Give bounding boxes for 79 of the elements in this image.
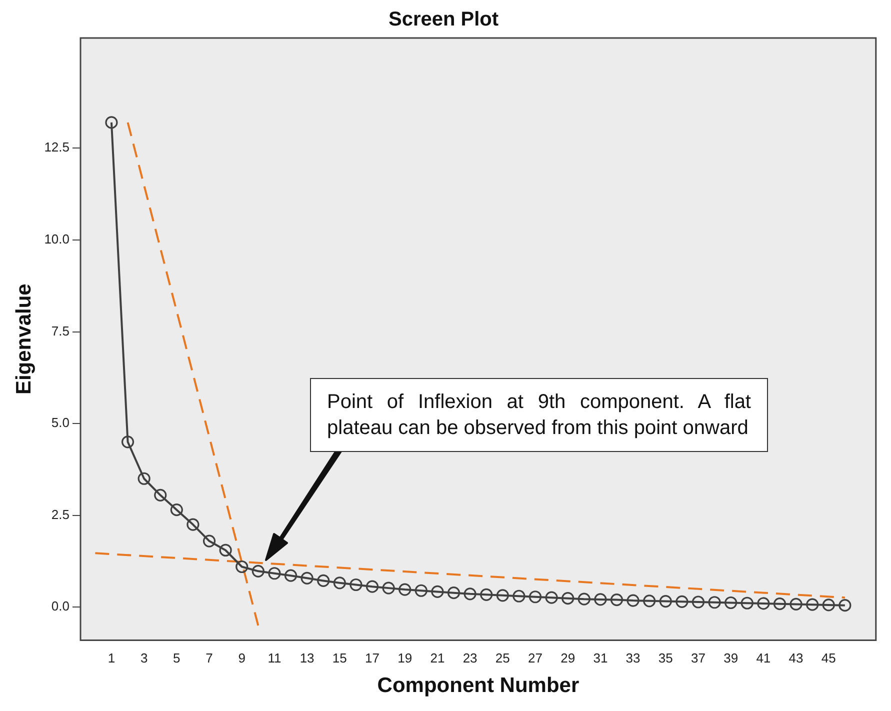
point [170, 504, 183, 516]
point [121, 436, 134, 448]
y-tick-label: 0.0 [51, 598, 70, 614]
point [659, 594, 672, 608]
y-tick-label: 2.5 [51, 506, 70, 522]
point [431, 585, 444, 598]
x-tick-label: 5 [173, 650, 180, 666]
point [822, 598, 835, 612]
x-tick-label: 19 [398, 650, 412, 666]
x-tick-label: 25 [495, 650, 510, 666]
point [317, 574, 330, 588]
point [105, 116, 118, 129]
y-axis-title: Eigenvalue [12, 284, 36, 395]
point [186, 518, 200, 531]
y-tick-label: 10.0 [44, 232, 70, 247]
x-tick-label: 27 [528, 650, 542, 666]
x-tick-label: 45 [821, 650, 836, 666]
point [202, 534, 216, 548]
x-tick-label: 15 [332, 650, 347, 666]
x-tick-label: 13 [300, 650, 314, 666]
point [350, 578, 362, 592]
x-tick-label: 7 [206, 650, 213, 666]
point [724, 596, 738, 610]
point [528, 590, 542, 604]
point [790, 598, 802, 611]
x-tick-label: 43 [788, 650, 804, 666]
point [757, 597, 770, 610]
point [512, 590, 526, 602]
x-tick-label: 35 [658, 650, 673, 666]
point [643, 594, 656, 608]
point [447, 586, 460, 600]
x-tick-label: 33 [626, 650, 640, 666]
point [545, 591, 558, 604]
point [268, 567, 281, 580]
point [154, 488, 167, 502]
x-tick-label: 31 [593, 650, 608, 666]
point [366, 580, 379, 593]
x-tick-label: 37 [691, 650, 706, 666]
point [300, 572, 314, 584]
x-tick-label: 29 [560, 650, 576, 666]
point [236, 560, 248, 574]
point [692, 596, 705, 608]
y-tick-label: 5.0 [51, 415, 70, 430]
point [333, 576, 346, 590]
point [496, 589, 509, 602]
x-tick-label: 1 [108, 650, 116, 666]
point [773, 598, 786, 610]
point [708, 596, 721, 609]
point [480, 588, 493, 601]
x-axis-title: Component Number [377, 674, 580, 698]
point [398, 583, 412, 596]
point [252, 564, 264, 578]
point [610, 594, 624, 606]
x-tick-label: 3 [140, 650, 148, 666]
point [414, 584, 428, 597]
point [578, 592, 590, 606]
x-tick-label: 41 [756, 650, 771, 666]
point [806, 598, 819, 611]
chart-title: Screen Plot [388, 8, 499, 31]
y-tick-label: 7.5 [51, 323, 70, 338]
point [382, 582, 395, 594]
point [284, 569, 298, 582]
x-tick-label: 17 [365, 650, 380, 666]
point [464, 588, 476, 600]
point [562, 592, 574, 605]
point [138, 472, 150, 485]
point [838, 599, 852, 612]
x-tick-label: 9 [238, 650, 246, 666]
x-tick-label: 21 [430, 650, 445, 666]
point [594, 593, 607, 606]
x-tick-label: 39 [724, 650, 738, 666]
point [219, 544, 232, 557]
annotation: Point of Inflexion at 9th component. A flat plateau can be observed from this point onward [310, 378, 768, 452]
point [626, 594, 640, 607]
point [740, 596, 754, 610]
y-tick-label: 12.5 [44, 140, 70, 155]
x-tick-label: 11 [268, 650, 282, 666]
x-tick-label: 23 [462, 650, 478, 666]
point [676, 595, 688, 608]
